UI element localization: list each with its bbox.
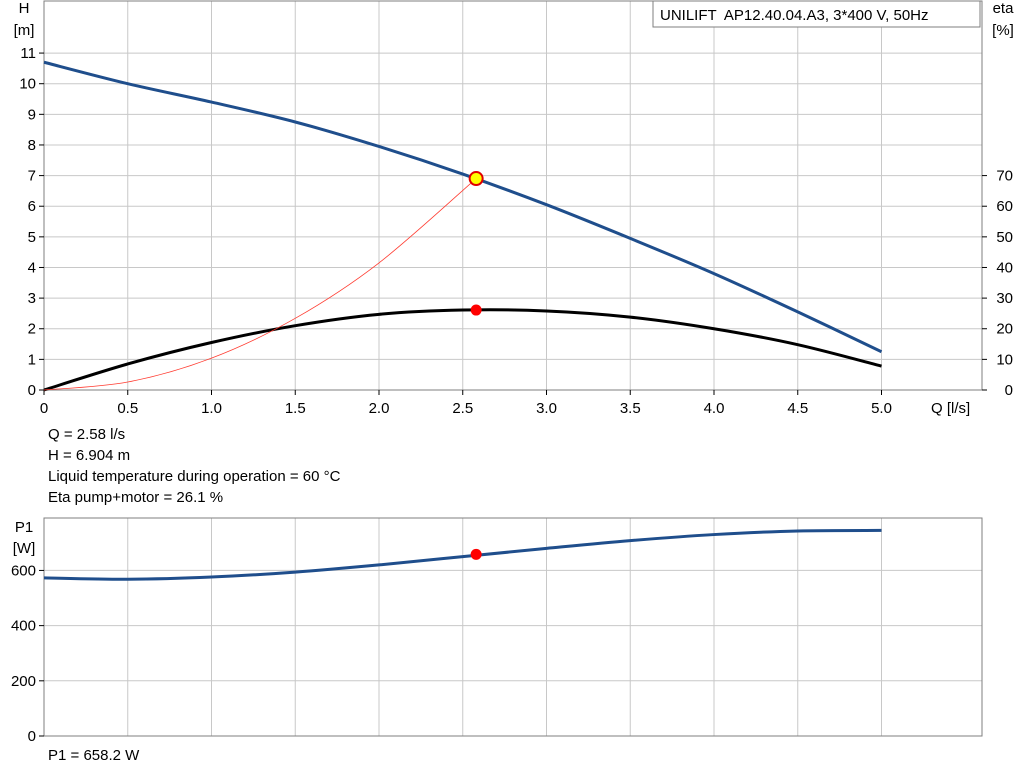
x-tick-label: 3.0 [536, 400, 557, 417]
y-right-tick-label: 60 [996, 198, 1013, 215]
y-right-tick-label: 20 [996, 321, 1013, 338]
chart-title: UNILIFT AP12.40.04.A3, 3*400 V, 50Hz [660, 7, 929, 24]
x-axis-label: Q [l/s] [931, 400, 970, 417]
x-tick-label: 3.5 [620, 400, 641, 417]
eta-curve [43, 308, 882, 392]
y-left-tick-label: 2 [28, 321, 36, 338]
y-left-tick-label: 1 [28, 351, 36, 368]
plot-frame [43, 517, 983, 737]
x-tick-label: 4.5 [787, 400, 808, 417]
power-plot: 0 200 400 600 P1 [W] [11, 517, 983, 745]
power-info: P1 = 658.2 W [48, 745, 139, 766]
y-left-tick-label: 11 [20, 45, 36, 62]
head-eta-plot: 0 1 2 3 4 5 6 7 8 9 10 11 0 10 20 30 40 50 60 70 0 0.5 1.0 1.5 2… [14, 0, 1015, 417]
y-left-tick-label: 7 [28, 168, 36, 185]
plot-frame [43, 0, 983, 391]
y-left-tick-label: 4 [28, 259, 36, 276]
y-right-tick-label: 30 [996, 290, 1013, 307]
chart-title-box: UNILIFT AP12.40.04.A3, 3*400 V, 50Hz [652, 0, 981, 28]
y-left-tick-label: 6 [28, 198, 36, 215]
head-curve [43, 60, 883, 354]
x-tick-label: 0.5 [117, 400, 138, 417]
y-tick-label: 600 [11, 562, 36, 579]
y-right-axis-unit: [%] [992, 22, 1014, 39]
y-left-tick-label: 5 [28, 229, 36, 246]
info-liquid-temperature: Liquid temperature during operation = 60… [48, 468, 341, 485]
y-right-tick-label: 70 [996, 168, 1013, 185]
x-tick-label: 1.5 [285, 400, 306, 417]
info-head: H = 6.904 m [48, 447, 131, 464]
y-right-tick-label: 0 [1005, 382, 1013, 399]
power-curve [43, 528, 882, 581]
y-left-tick-label: 8 [28, 137, 36, 154]
y-left-tick-label: 10 [19, 76, 36, 93]
info-power: P1 = 658.2 W [48, 747, 140, 764]
y-left-tick-label: 0 [28, 382, 36, 399]
y-tick-label: 200 [11, 673, 36, 690]
operating-point-info: Q = 2.58 l/s H = 6.904 m Liquid temperat… [48, 424, 340, 508]
x-tick-label: 4.0 [704, 400, 725, 417]
y-right-tick-label: 10 [996, 351, 1013, 368]
y-left-tick-label: 9 [28, 106, 36, 123]
info-efficiency: Eta pump+motor = 26.1 % [48, 489, 224, 506]
y-axis-unit: [W] [13, 540, 36, 557]
eta-point-marker [470, 304, 482, 316]
y-tick-label: 400 [11, 618, 36, 635]
power-point-marker [470, 548, 482, 560]
y-left-tick-label: 3 [28, 290, 36, 307]
x-tick-label: 2.0 [369, 400, 390, 417]
x-tick-label: 5.0 [871, 400, 892, 417]
system-curve [43, 178, 477, 391]
info-flow: Q = 2.58 l/s [48, 426, 126, 443]
y-right-tick-label: 50 [996, 229, 1013, 246]
y-left-axis-unit: [m] [14, 22, 35, 39]
y-right-tick-label: 40 [996, 259, 1013, 276]
y-tick-label: 0 [28, 728, 36, 745]
y-axis-label: P1 [15, 519, 33, 536]
x-tick-label: 0 [40, 400, 48, 417]
y-left-axis-label: H [19, 0, 30, 17]
y-right-axis-label: eta [993, 0, 1015, 17]
duty-point-marker [468, 171, 484, 187]
x-tick-label: 2.5 [452, 400, 473, 417]
x-tick-label: 1.0 [201, 400, 222, 417]
